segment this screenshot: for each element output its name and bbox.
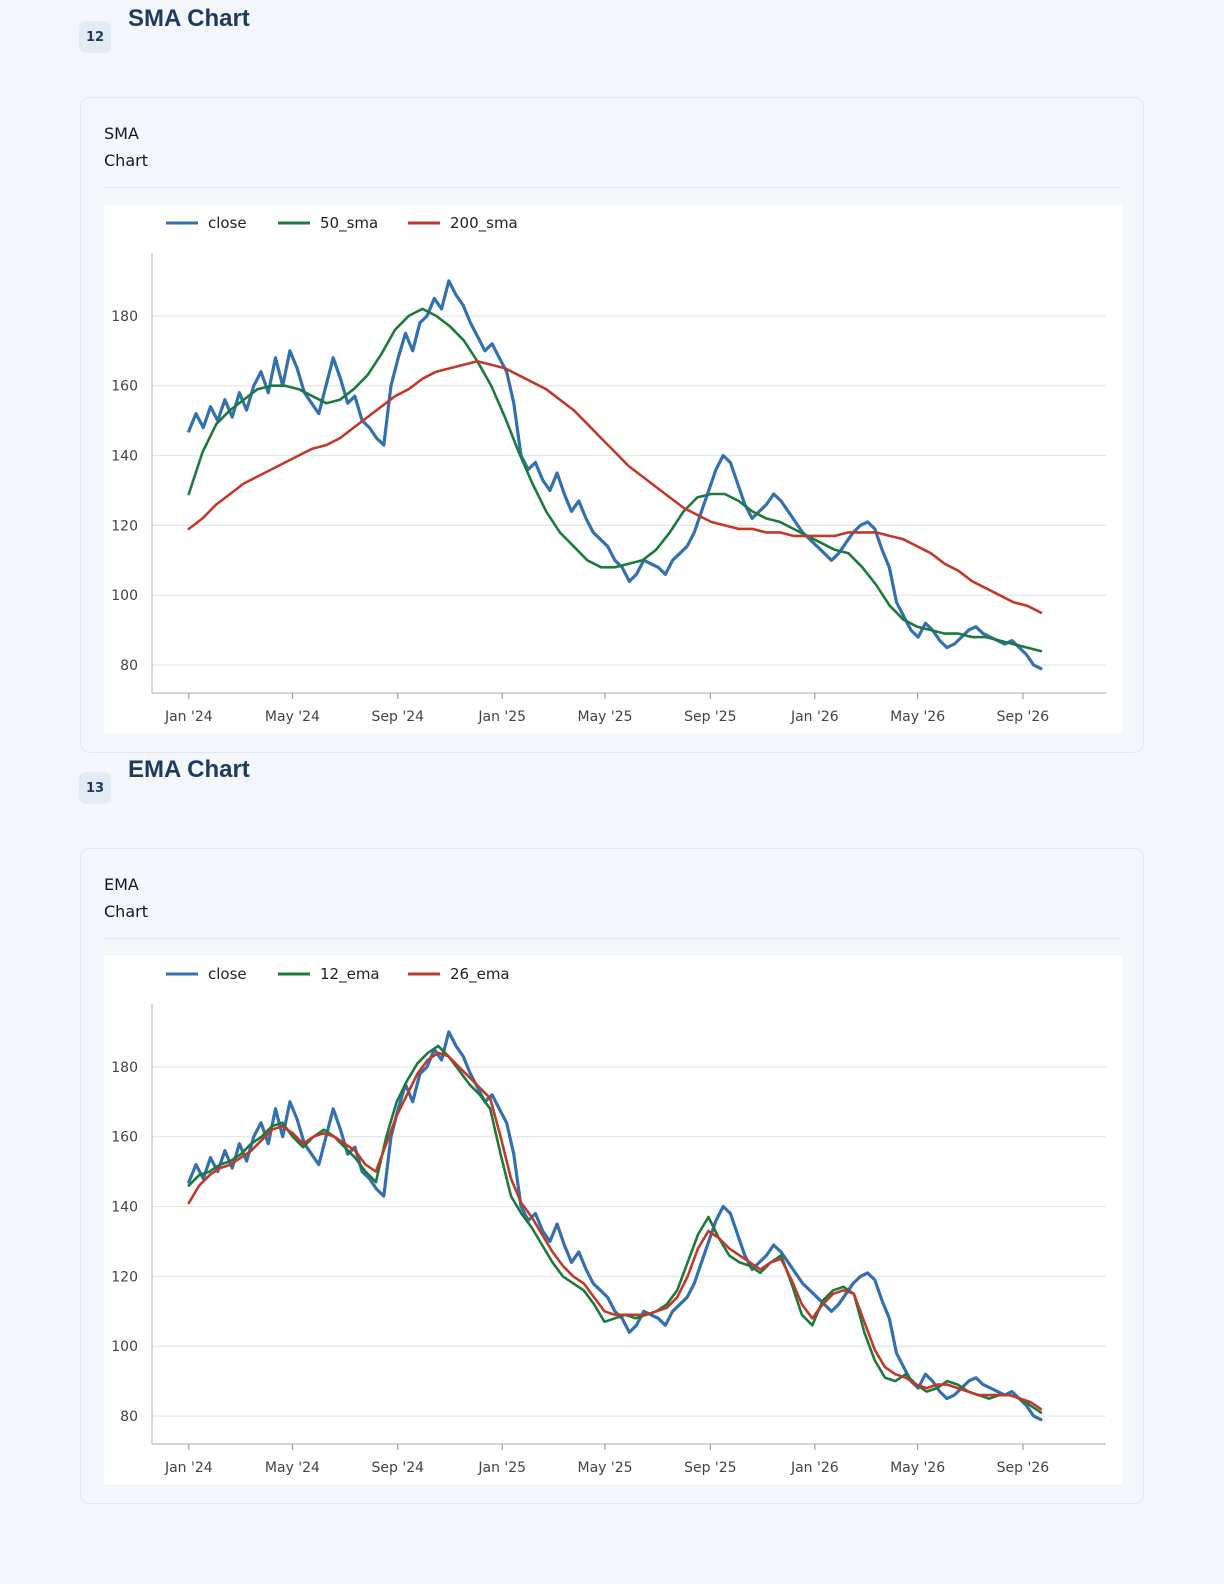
legend-label: 26_ema xyxy=(450,965,510,984)
sma-chart: 80 100 120 140 160 180 Jan '24 May '24 Sep '24 Ja… xyxy=(111,214,1106,725)
x-tick-label: Sep '25 xyxy=(684,709,737,725)
plot-area: 80 100 120 140 160 180 Jan '24 May '24 Sep '24 Ja… xyxy=(104,956,1122,1484)
legend-label: close xyxy=(208,214,247,232)
section-heading: SMA Chart xyxy=(128,5,250,32)
series-line-50-sma xyxy=(187,307,1043,653)
y-tick-label: 100 xyxy=(111,588,138,604)
x-tick-label: Jan '26 xyxy=(790,709,839,725)
x-tick-label: Jan '26 xyxy=(790,1460,839,1476)
y-tick-label: 160 xyxy=(111,1130,138,1146)
x-tick-label: Sep '24 xyxy=(372,1460,425,1476)
legend-label: 200_sma xyxy=(450,214,518,233)
x-tick-label: Jan '24 xyxy=(164,709,213,725)
series-line-close xyxy=(187,1030,1043,1422)
series-line-close xyxy=(187,279,1043,671)
y-tick-label: 80 xyxy=(120,1409,138,1425)
section-heading: EMA Chart xyxy=(128,756,250,783)
x-tick-label: Sep '26 xyxy=(997,1460,1050,1476)
legend-label: 50_sma xyxy=(320,214,378,233)
x-tick-label: Sep '26 xyxy=(997,709,1050,725)
y-tick-label: 180 xyxy=(111,309,138,325)
x-tick-label: May '25 xyxy=(577,709,632,725)
y-tick-label: 140 xyxy=(111,1200,138,1216)
legend-label: 12_ema xyxy=(320,965,380,984)
ema-chart: 80 100 120 140 160 180 Jan '24 May '24 Sep '24 Ja… xyxy=(111,965,1106,1476)
x-tick-label: Jan '24 xyxy=(164,1460,213,1476)
x-tick-label: May '24 xyxy=(265,1460,320,1476)
card-divider xyxy=(104,938,1120,939)
x-tick-label: Jan '25 xyxy=(477,1460,526,1476)
plot-area: 80 100 120 140 160 180 Jan '24 May '24 Sep '24 Ja… xyxy=(104,205,1122,733)
x-tick-label: Sep '24 xyxy=(372,709,425,725)
y-tick-label: 120 xyxy=(111,1269,138,1285)
x-tick-label: May '24 xyxy=(265,709,320,725)
card-divider xyxy=(104,187,1120,188)
chart-card: SMA Chart 80 100 120 140 160 180 Jan '24 May '2… xyxy=(80,97,1144,753)
x-tick-label: May '25 xyxy=(577,1460,632,1476)
section-number-badge: 12 xyxy=(79,21,111,53)
y-tick-label: 140 xyxy=(111,449,138,465)
y-tick-label: 100 xyxy=(111,1339,138,1355)
legend-label: close xyxy=(208,965,247,983)
card-title: SMA Chart xyxy=(104,124,148,170)
y-tick-label: 180 xyxy=(111,1060,138,1076)
series-line-12-ema xyxy=(187,1044,1043,1414)
series-line-200-sma xyxy=(187,360,1043,615)
y-tick-label: 120 xyxy=(111,518,138,534)
y-tick-label: 80 xyxy=(120,658,138,674)
y-tick-label: 160 xyxy=(111,379,138,395)
section-number-badge: 13 xyxy=(79,772,111,804)
chart-card: EMA Chart 80 100 120 140 160 180 Jan '24 May '2… xyxy=(80,848,1144,1504)
x-tick-label: May '26 xyxy=(890,1460,945,1476)
x-tick-label: May '26 xyxy=(890,709,945,725)
series-line-26-ema xyxy=(187,1051,1043,1411)
card-title: EMA Chart xyxy=(104,875,148,921)
x-tick-label: Sep '25 xyxy=(684,1460,737,1476)
x-tick-label: Jan '25 xyxy=(477,709,526,725)
